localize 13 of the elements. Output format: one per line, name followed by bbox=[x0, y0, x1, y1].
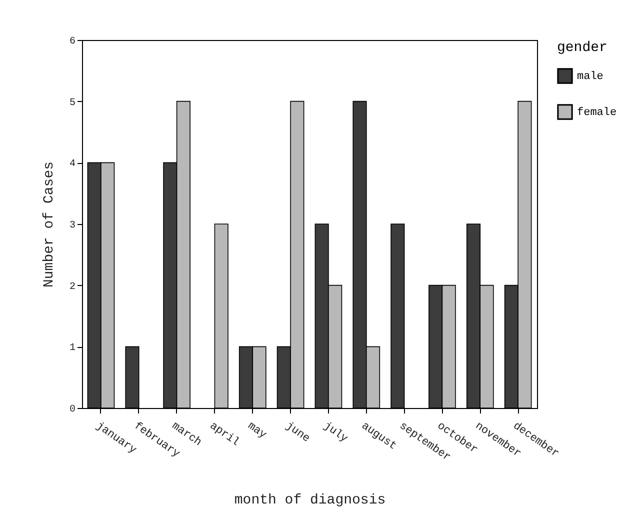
legend-label: male bbox=[577, 71, 604, 83]
y-tick-label: 0 bbox=[69, 404, 76, 416]
y-tick-label: 4 bbox=[69, 159, 76, 170]
legend-title: gender bbox=[557, 40, 608, 56]
y-tick-label: 2 bbox=[69, 282, 76, 293]
x-tick-label: may bbox=[245, 420, 269, 442]
y-tick-label: 3 bbox=[69, 220, 76, 232]
y-axis-title: Number of Cases bbox=[42, 161, 58, 288]
y-tick-label: 6 bbox=[69, 36, 76, 48]
legend-label: female bbox=[577, 107, 617, 119]
x-axis-title: month of diagnosis bbox=[234, 492, 386, 509]
y-tick-label: 1 bbox=[69, 343, 76, 354]
y-tick-label: 5 bbox=[69, 98, 76, 109]
